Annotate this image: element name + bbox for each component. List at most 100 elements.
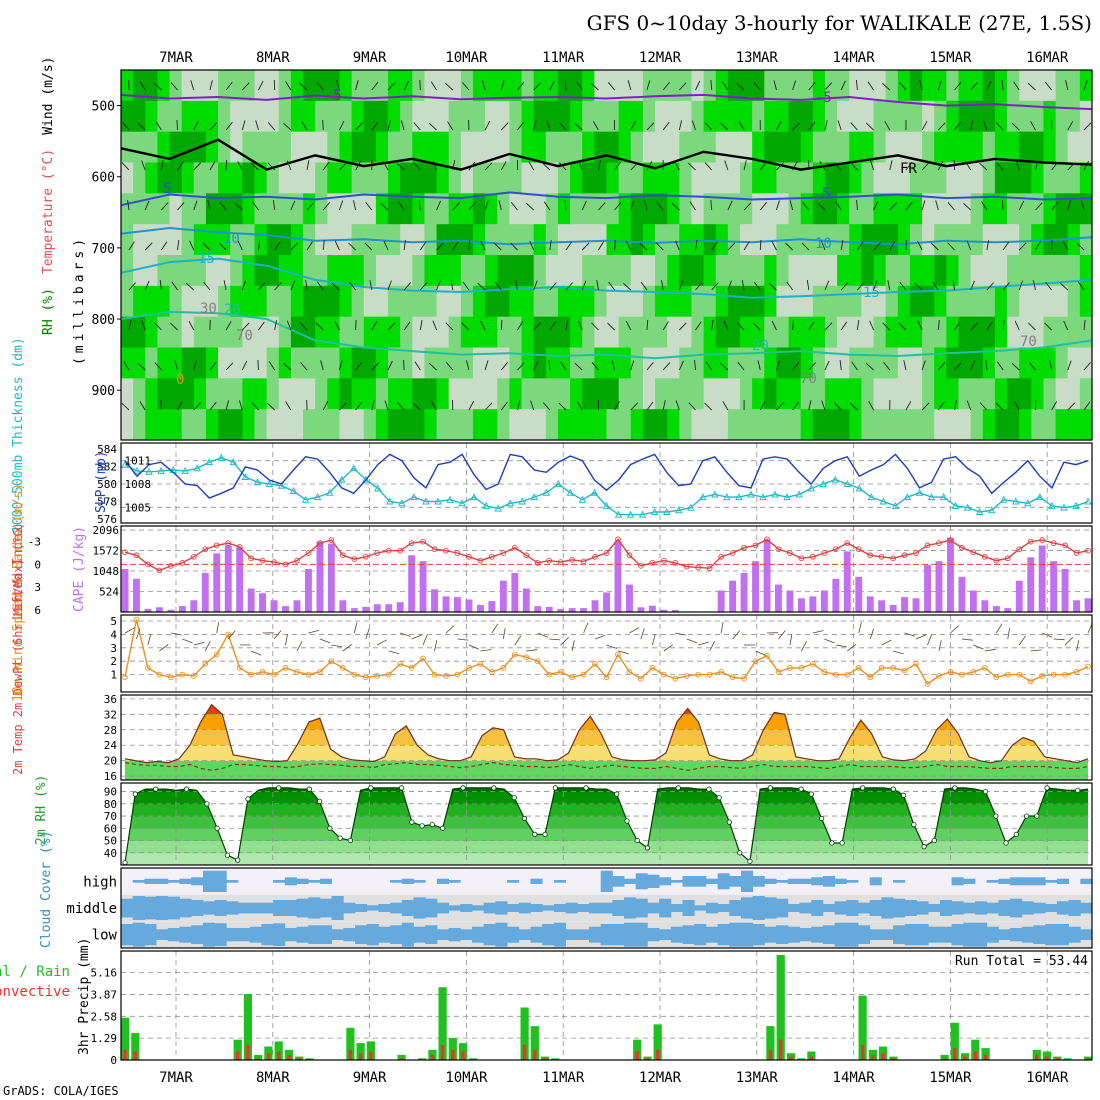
rh-cell <box>1019 347 1032 379</box>
precip-total-bar <box>233 1039 242 1060</box>
wind-barb <box>477 282 486 291</box>
wind-barb <box>1051 201 1059 211</box>
rh-cell <box>290 255 304 287</box>
wind-barb <box>743 202 752 211</box>
rh2m-point <box>204 801 210 807</box>
thickness-point <box>458 499 466 507</box>
precip-conv-bar <box>440 1044 445 1060</box>
rh-cell <box>618 378 632 410</box>
wind-barb <box>679 322 687 331</box>
wind-barb <box>675 240 680 251</box>
lifted-index-point <box>1062 542 1068 549</box>
rh-cell <box>1079 193 1093 225</box>
rh-cell <box>764 347 778 379</box>
wind-barb <box>517 321 524 331</box>
top-day-label: 13MAR <box>736 50 779 66</box>
rh2m-point <box>921 844 927 850</box>
cloud-cell <box>752 896 765 920</box>
wind-barb <box>498 200 502 211</box>
rh-cell <box>375 316 389 349</box>
wind-speed-point <box>798 665 805 671</box>
thickness-point <box>518 497 526 505</box>
rh-cell <box>485 70 498 102</box>
wind-barb <box>737 361 745 371</box>
rh2m-point <box>993 813 999 819</box>
wind-barb <box>710 79 713 91</box>
surface-wind-barb <box>388 650 400 655</box>
rh-cell <box>472 347 486 379</box>
rh-cell <box>351 193 365 225</box>
cloud-cell <box>460 929 473 940</box>
thickness-tick-label: 576 <box>97 513 117 526</box>
cloud-cell <box>577 929 590 940</box>
rh-cell <box>169 100 183 133</box>
thickness-point <box>133 466 141 474</box>
precip-conv-title: Convective <box>0 984 70 1000</box>
wind-barb <box>947 202 955 211</box>
wind-speed-point <box>420 655 426 662</box>
rh-cell <box>181 224 195 256</box>
rh-cell <box>994 131 1008 164</box>
rh2m-point <box>1023 813 1030 819</box>
cloud-cell <box>542 924 555 946</box>
rh-cell <box>521 100 535 133</box>
rh-cell <box>133 224 146 256</box>
rh-cell <box>788 255 802 287</box>
wind-barb <box>898 322 907 331</box>
cape-bar <box>866 596 874 612</box>
rh-cell <box>157 70 171 102</box>
rh-cell <box>849 255 862 287</box>
rh-cell <box>169 224 183 256</box>
surface-wind-barb <box>915 634 927 640</box>
cape-bar <box>213 553 221 612</box>
rh2m-point <box>675 785 681 791</box>
thickness-point <box>939 493 948 501</box>
precip-conv-bar <box>277 1051 281 1060</box>
wind-barb <box>996 162 1004 171</box>
lifted-index-point <box>603 550 610 556</box>
rh-cell <box>691 347 705 379</box>
surface-wind-barb <box>984 648 996 652</box>
thickness-point <box>927 493 936 501</box>
wind-barb <box>1077 281 1085 291</box>
thickness-point <box>879 497 888 505</box>
rh-cell <box>1079 347 1093 379</box>
wind-barb <box>334 320 340 331</box>
wind-barb <box>564 79 567 91</box>
lifted-index-point <box>592 553 598 560</box>
rh-cell <box>278 100 292 133</box>
rh-cell <box>861 162 875 194</box>
rh-cell <box>982 255 996 287</box>
rh-cell <box>922 378 935 410</box>
rh-band <box>125 840 1088 854</box>
rh-cell <box>897 193 911 225</box>
rh-cell <box>776 162 790 194</box>
wind-barb <box>1045 81 1052 91</box>
cape-bar <box>282 606 289 612</box>
rh-cell <box>230 347 243 379</box>
rh-cell <box>145 378 159 410</box>
rh-cell <box>982 162 996 194</box>
rh-cell <box>934 347 947 379</box>
wind-barb <box>420 282 428 291</box>
cloud-cell <box>460 904 473 912</box>
rh-cell <box>958 255 972 287</box>
panel-border <box>120 694 1093 781</box>
cape-bar <box>1084 598 1092 612</box>
cloud-cell <box>858 902 871 914</box>
wind-barb <box>752 322 761 331</box>
wind-barb <box>177 240 180 251</box>
wind-barb <box>970 120 974 131</box>
rh-cell <box>242 224 256 256</box>
rh-cell <box>837 285 850 318</box>
rh-cell <box>740 378 753 410</box>
rh-cell <box>181 378 195 410</box>
rh-cell <box>460 316 474 349</box>
rh-tick-label: 40 <box>104 847 117 860</box>
rh-cell <box>436 224 450 256</box>
wind-barb <box>954 82 962 91</box>
rh-cell <box>1019 285 1032 318</box>
wind-barb <box>882 82 891 91</box>
precip-total-bar <box>940 1054 949 1060</box>
thickness-point <box>867 493 876 501</box>
